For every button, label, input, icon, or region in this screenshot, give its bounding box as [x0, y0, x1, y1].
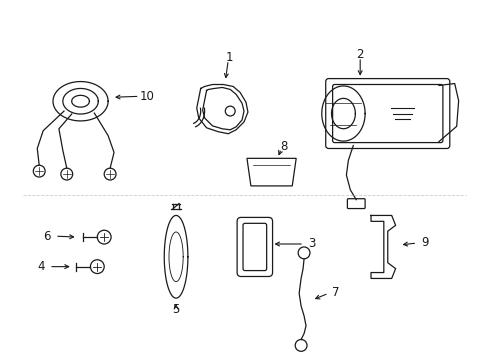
Text: 6: 6 — [43, 230, 51, 243]
Text: 10: 10 — [140, 90, 155, 103]
Text: 8: 8 — [280, 140, 287, 153]
Text: 1: 1 — [225, 51, 233, 64]
Text: 5: 5 — [172, 303, 180, 316]
Text: 9: 9 — [421, 236, 428, 249]
Text: 2: 2 — [356, 49, 363, 62]
Text: 7: 7 — [331, 286, 339, 299]
Text: 4: 4 — [38, 260, 45, 273]
Text: 3: 3 — [307, 238, 315, 251]
